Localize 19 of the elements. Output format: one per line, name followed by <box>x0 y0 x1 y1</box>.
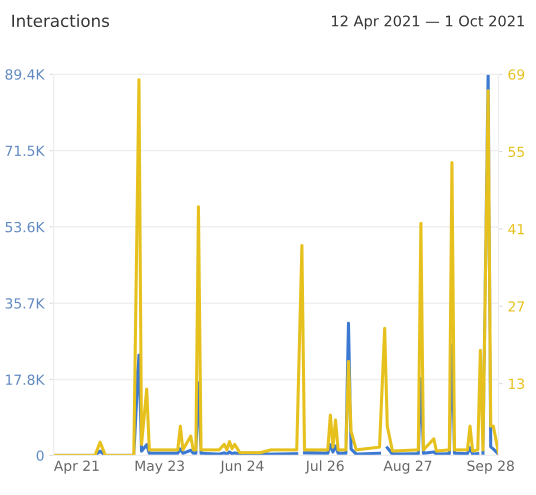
x-tick-label: Sep 28 <box>468 460 514 474</box>
x-tick-label: Aug 27 <box>383 460 432 474</box>
x-tick-label: Jun 24 <box>220 460 264 474</box>
y-tick-label: 53.6K <box>6 222 45 232</box>
x-tick-label: Jul 26 <box>305 460 344 474</box>
y-tick-label: 0 <box>36 450 44 461</box>
chart-title: Interactions <box>12 14 110 28</box>
chart-subtitle: 12 Apr 2021 — 1 Oct 2021 <box>332 15 524 30</box>
y-tick-label: 17.8K <box>6 374 45 385</box>
y-tick-label: 35.7K <box>6 298 45 309</box>
y-tick-label: 71.5K <box>6 146 45 156</box>
y2-tick-label: 55 <box>508 146 524 158</box>
y2-tick-label: 69 <box>508 69 524 80</box>
y2-tick-label: 41 <box>508 224 524 234</box>
y-tick-label: 89.4K <box>5 69 45 80</box>
y2-tick-label: 13 <box>509 378 524 390</box>
y2-tick-label: 27 <box>508 301 524 312</box>
x-tick-label: Apr 21 <box>54 460 99 474</box>
x-tick-label: May 23 <box>136 460 184 474</box>
